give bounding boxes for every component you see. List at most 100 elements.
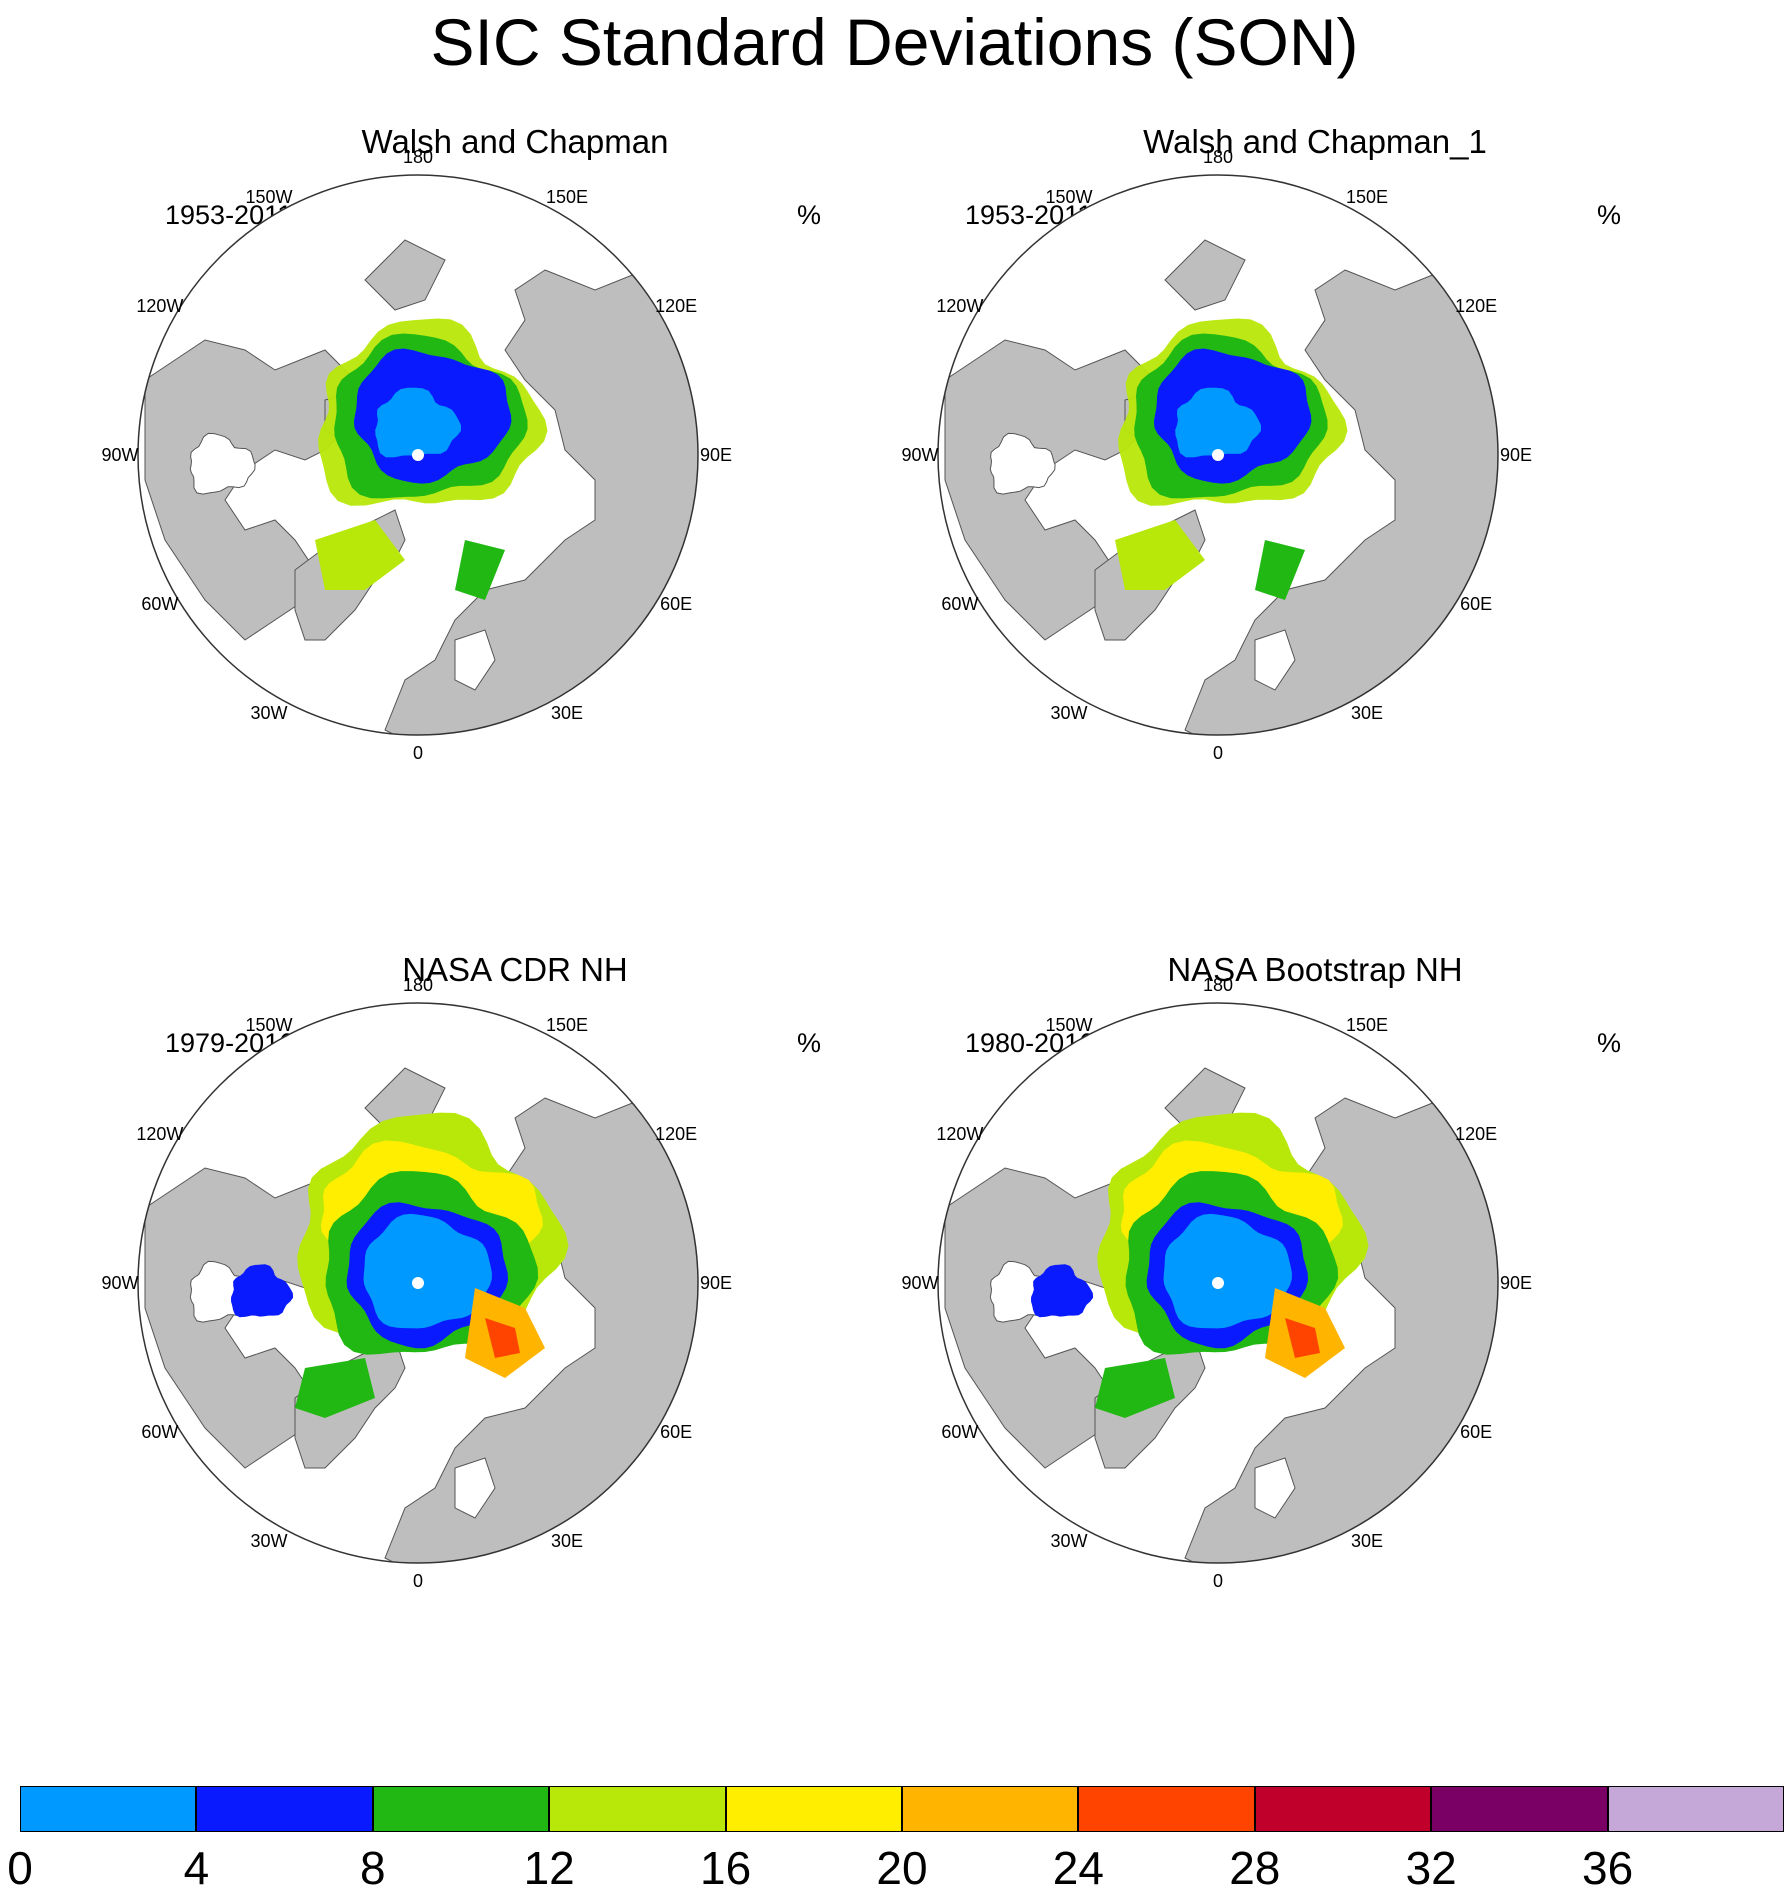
baltic-sea xyxy=(454,629,496,691)
panel-title: NASA CDR NH xyxy=(402,951,628,988)
lon-label: 120E xyxy=(1455,1124,1498,1144)
hudson-bay xyxy=(189,432,256,495)
sic-hudson-bay xyxy=(1031,1264,1094,1318)
sic-band-24 xyxy=(1285,1318,1320,1358)
lon-label: 180 xyxy=(1202,147,1234,167)
map-border xyxy=(137,1002,699,1564)
lon-label: 0 xyxy=(1212,743,1224,763)
panel-units: % xyxy=(1597,1028,1622,1058)
map-panel-nasa-cdr: NASA CDR NH 1979-2016 % 180 150E 120E 90E 60… xyxy=(101,948,905,1768)
lon-label: 150W xyxy=(245,1014,293,1035)
sic-strip-baffin xyxy=(1115,520,1205,590)
panel-units: % xyxy=(1597,200,1622,230)
lon-label: 30W xyxy=(1050,703,1088,724)
map-border xyxy=(937,1002,1499,1564)
colorbar-label: 8 xyxy=(360,1842,386,1894)
sic-band-24 xyxy=(485,1318,520,1358)
lon-label: 150E xyxy=(545,1014,589,1035)
colorbar-label: 36 xyxy=(1582,1842,1634,1894)
sic-hudson-bay xyxy=(231,1264,294,1318)
lon-label: 150W xyxy=(1045,1014,1093,1035)
lon-label: 120W xyxy=(936,1124,984,1144)
panel-title: Walsh and Chapman_1 xyxy=(1143,123,1487,160)
sic-strip-fram xyxy=(1255,540,1305,600)
lon-label: 60E xyxy=(1460,594,1493,614)
lon-label: 150W xyxy=(1045,186,1093,207)
lon-label: 150W xyxy=(245,186,293,207)
lon-label: 60E xyxy=(1460,1422,1493,1442)
lon-label: 90E xyxy=(699,445,733,465)
sic-band-0 xyxy=(1163,1213,1292,1329)
colorbar-box xyxy=(549,1786,726,1832)
colorbar-label: 28 xyxy=(1229,1842,1281,1894)
pole-hole xyxy=(412,449,424,461)
colorbar-label: 0 xyxy=(7,1842,33,1894)
lon-label: 180 xyxy=(1202,975,1234,995)
sic-band-0 xyxy=(1175,387,1261,458)
lon-label: 60E xyxy=(660,1422,693,1442)
map-content xyxy=(938,1003,1498,1563)
baltic-sea xyxy=(1254,629,1296,691)
colorbar-label: 16 xyxy=(700,1842,752,1894)
alaska-land xyxy=(364,239,446,311)
hudson-bay xyxy=(989,432,1056,495)
sic-strip-baffin xyxy=(315,520,405,590)
panel-title: NASA Bootstrap NH xyxy=(1167,951,1463,988)
colorbar-label: 32 xyxy=(1405,1842,1457,1894)
sic-band-0 xyxy=(375,387,461,458)
colorbar-box xyxy=(196,1786,373,1832)
colorbar xyxy=(20,1786,1784,1834)
panel-units: % xyxy=(797,200,822,230)
colorbar-box xyxy=(1254,1786,1432,1832)
lon-label: 90E xyxy=(699,1273,733,1293)
lon-label: 120W xyxy=(936,296,984,316)
lon-label: 90W xyxy=(901,445,939,465)
colorbar-box xyxy=(1431,1786,1608,1832)
map-border xyxy=(937,174,1499,736)
lon-label: 120W xyxy=(136,1124,184,1144)
polar-map xyxy=(137,174,699,736)
lon-label: 90W xyxy=(901,1273,939,1293)
colorbar-box xyxy=(725,1786,902,1832)
panel-units: % xyxy=(797,1028,822,1058)
map-panel-walsh-chapman-1: Walsh and Chapman_1 1953-2011 % 180 150E 1… xyxy=(901,120,1705,940)
polar-map xyxy=(137,1002,699,1564)
lon-label: 120W xyxy=(136,296,184,316)
colorbar-label: 12 xyxy=(523,1842,575,1894)
colorbar-label: 20 xyxy=(876,1842,928,1894)
lon-label: 120E xyxy=(655,296,698,316)
lon-label: 120E xyxy=(1455,296,1498,316)
lon-label: 30W xyxy=(250,703,288,724)
sic-band-0 xyxy=(363,1213,492,1329)
lon-label: 150E xyxy=(1345,1014,1389,1035)
polar-map xyxy=(937,174,1499,736)
map-panel-walsh-chapman: Walsh and Chapman 1953-2011 % 180 150E 120… xyxy=(101,120,905,940)
lon-label: 30E xyxy=(1350,703,1384,724)
colorbar-box xyxy=(1607,1786,1784,1832)
alaska-land xyxy=(1164,239,1246,311)
lon-label: 30W xyxy=(250,1531,288,1552)
lon-label: 0 xyxy=(412,743,424,763)
colorbar-box xyxy=(20,1786,197,1832)
pole-hole xyxy=(412,1277,424,1289)
colorbar-label: 4 xyxy=(183,1842,210,1894)
lon-label: 60W xyxy=(941,1422,979,1442)
colorbar-label: 24 xyxy=(1052,1842,1104,1894)
pole-hole xyxy=(1212,1277,1224,1289)
sic-strip-baffin xyxy=(1095,1358,1175,1418)
sic-strip-fram xyxy=(455,540,505,600)
lon-label: 90W xyxy=(101,1273,139,1293)
colorbar-box xyxy=(1078,1786,1255,1832)
lon-label: 30W xyxy=(1050,1531,1088,1552)
lon-label: 60E xyxy=(660,594,693,614)
lon-label: 60W xyxy=(141,594,179,614)
panel-title: Walsh and Chapman xyxy=(361,123,669,160)
lon-label: 150E xyxy=(545,186,589,207)
lon-label: 0 xyxy=(412,1571,424,1591)
lon-label: 90E xyxy=(1499,445,1533,465)
map-border xyxy=(137,174,699,736)
map-panel-nasa-bootstrap: NASA Bootstrap NH 1980-2016 % 180 150E 120… xyxy=(901,948,1705,1768)
lon-label: 180 xyxy=(402,975,434,995)
lon-label: 30E xyxy=(1350,1531,1384,1552)
map-content xyxy=(138,175,698,735)
